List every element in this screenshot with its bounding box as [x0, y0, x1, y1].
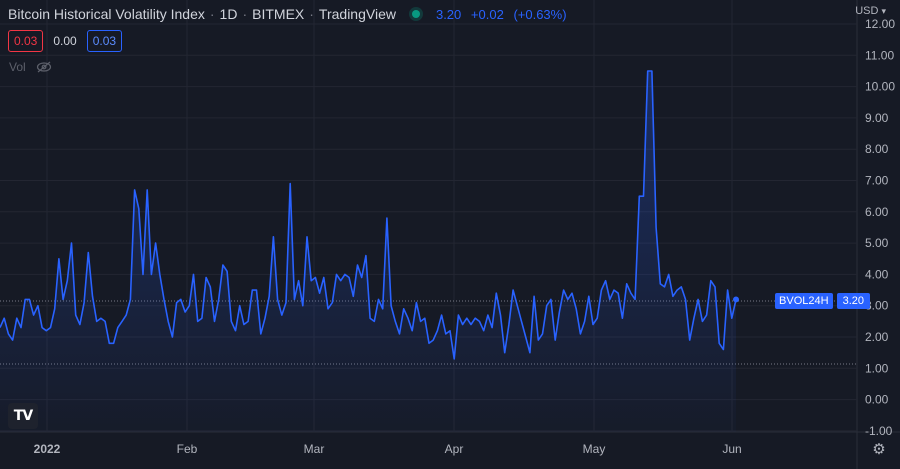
exchange-label: BITMEX — [252, 6, 305, 22]
y-tick-label: 10.00 — [865, 80, 895, 94]
market-status-icon[interactable] — [411, 10, 420, 18]
interval-label[interactable]: 1D — [219, 6, 238, 22]
separator: · — [309, 6, 314, 22]
y-tick-label: 9.00 — [865, 111, 889, 125]
y-tick-label: 2.00 — [865, 330, 889, 344]
y-tick-label: 5.00 — [865, 236, 889, 250]
volume-legend[interactable]: Vol — [9, 60, 52, 74]
x-tick-label: Jun — [722, 442, 741, 456]
y-tick-label: 6.00 — [865, 205, 889, 219]
symbol-title[interactable]: Bitcoin Historical Volatility Index — [8, 6, 205, 22]
y-tick-label: 7.00 — [865, 174, 889, 188]
volume-label: Vol — [9, 60, 26, 74]
currency-label: USD — [855, 5, 879, 17]
x-tick-label: May — [583, 442, 606, 456]
price-axis — [857, 0, 900, 469]
price-values: 3.20 +0.02 (+0.63%) — [436, 7, 573, 22]
y-tick-label: 1.00 — [865, 361, 889, 375]
x-tick-label: Mar — [304, 442, 325, 456]
y-tick-label: 11.00 — [865, 48, 894, 62]
y-tick-label: 3.00 — [865, 299, 889, 313]
last-price-label: BVOL24H 3.20 — [775, 293, 870, 309]
separator: · — [242, 6, 248, 22]
last-price: 3.20 — [435, 6, 462, 22]
y-tick-label: -1.00 — [865, 424, 893, 438]
y-tick-label: 12.00 — [865, 17, 895, 31]
indicator-middle: 0.00 — [53, 34, 77, 48]
price-change: +0.02 — [470, 6, 504, 22]
x-tick-label: Feb — [177, 442, 198, 456]
price-label-symbol: BVOL24H — [775, 293, 833, 309]
eye-hidden-icon[interactable] — [36, 61, 52, 73]
currency-selector[interactable]: USD ▾ — [855, 5, 886, 17]
indicator-box-left[interactable]: 0.03 — [8, 30, 44, 52]
y-tick-label: 4.00 — [865, 267, 889, 281]
chevron-down-icon: ▾ — [881, 6, 886, 16]
price-change-percent: (+0.63%) — [513, 6, 567, 22]
indicator-box-right[interactable]: 0.03 — [86, 30, 123, 52]
separator: · — [209, 6, 215, 22]
series-line — [0, 70, 737, 360]
x-tick-label: Apr — [445, 442, 464, 456]
x-tick-label: 2022 — [34, 442, 61, 456]
price-label-value: 3.20 — [836, 293, 870, 309]
gear-icon[interactable]: ⚙ — [872, 441, 886, 458]
last-point-marker — [733, 296, 739, 303]
source-label: TradingView — [318, 6, 396, 22]
symbol-legend[interactable]: Bitcoin Historical Volatility Index · 1D… — [8, 6, 573, 22]
series-area — [0, 71, 736, 432]
tradingview-logo[interactable]: TV — [8, 403, 38, 429]
y-tick-label: 8.00 — [865, 142, 889, 156]
indicator-values: 0.03 0.00 0.03 — [8, 30, 123, 52]
y-tick-label: 0.00 — [865, 393, 889, 407]
